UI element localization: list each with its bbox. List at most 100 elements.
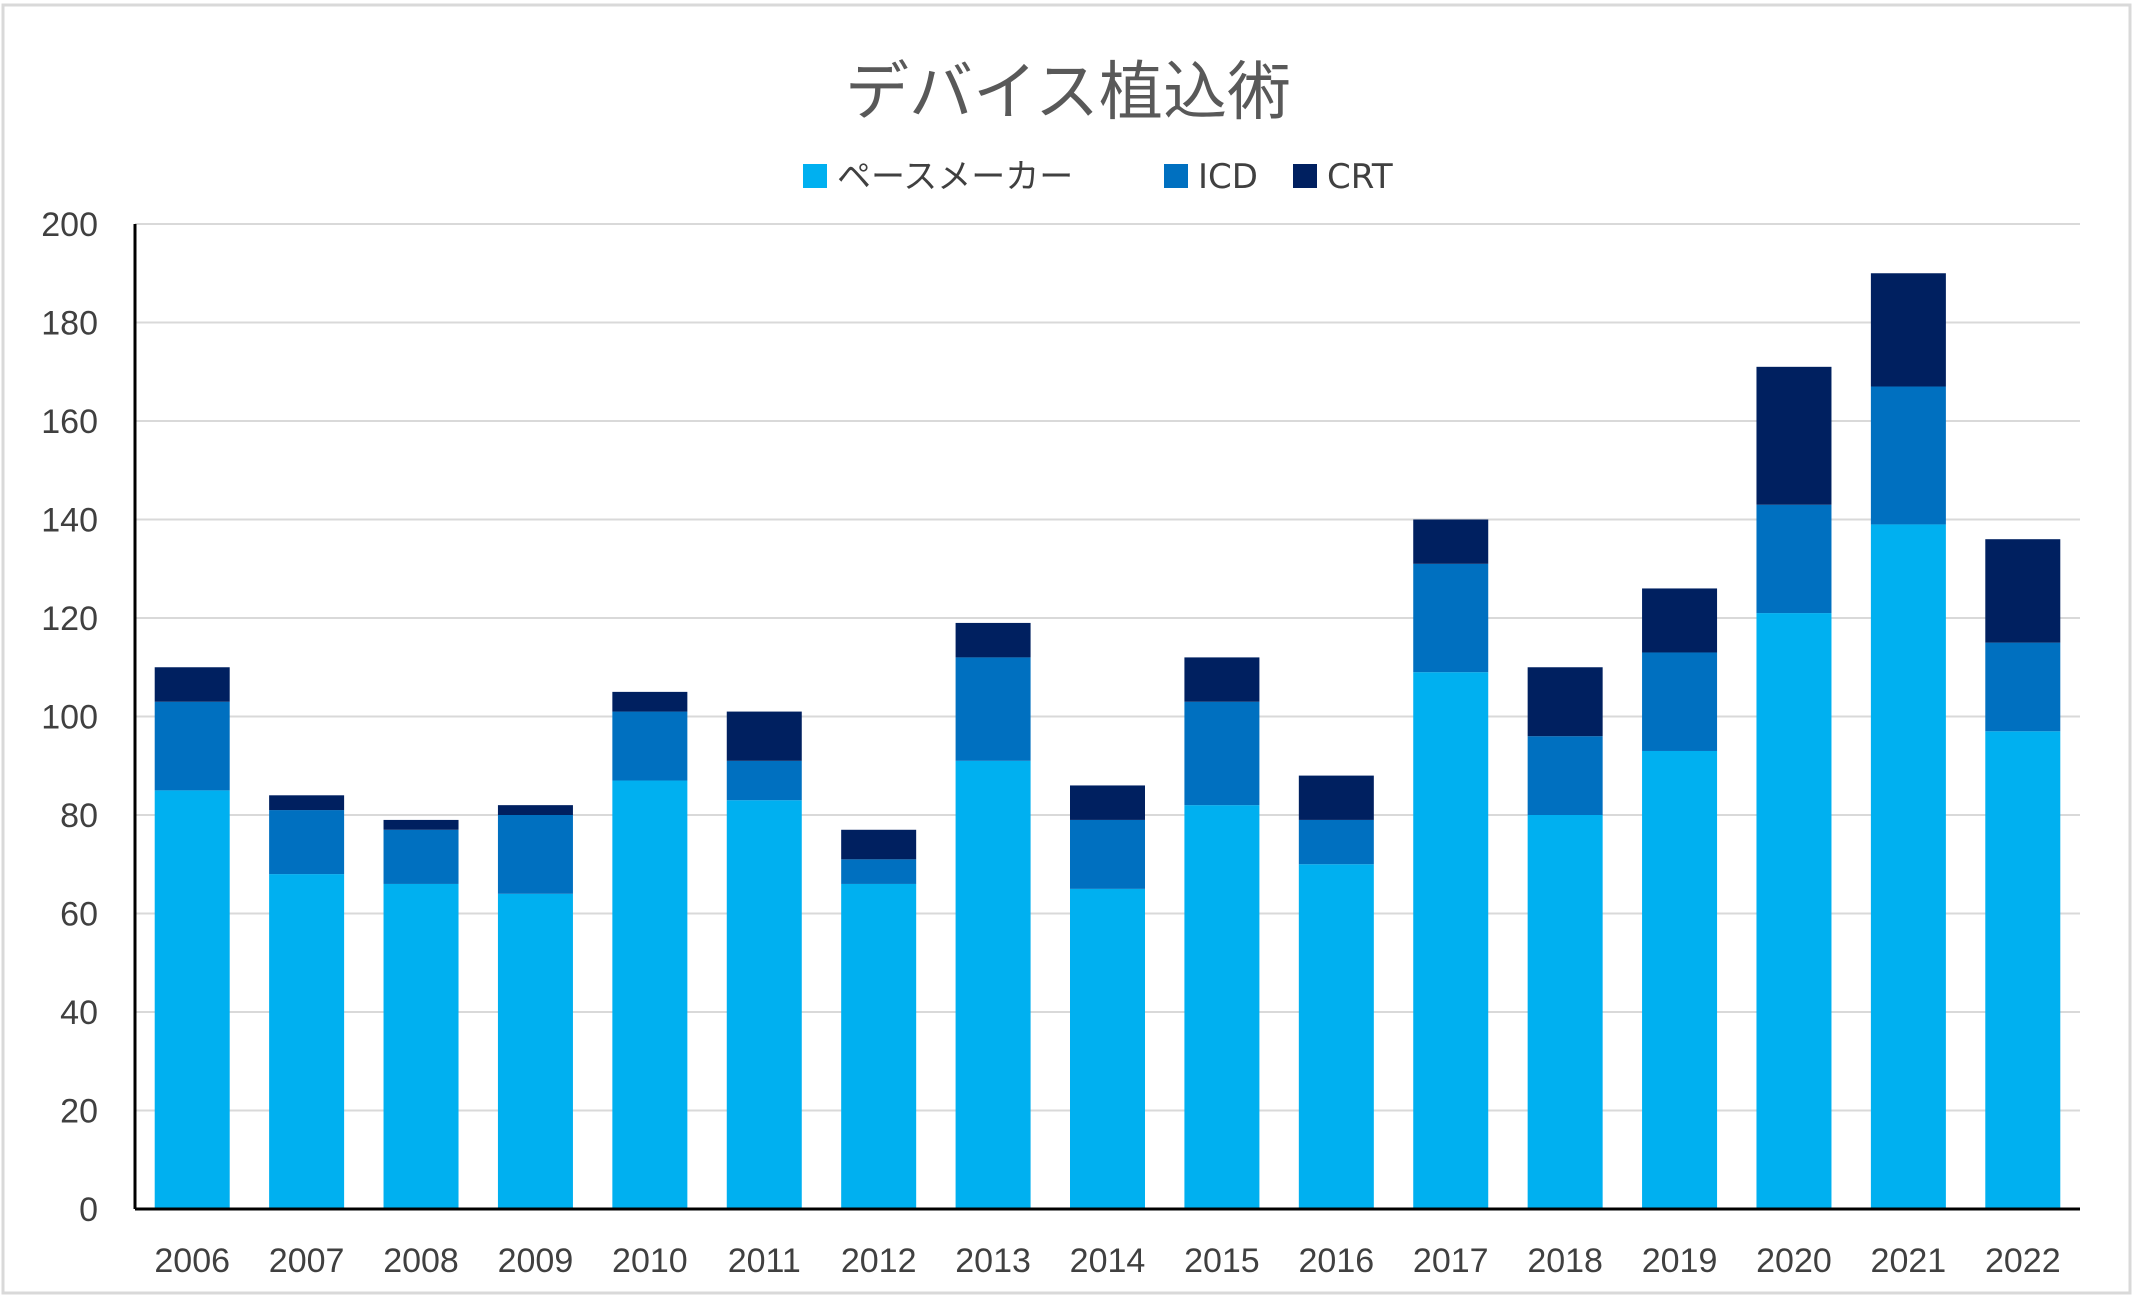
bar-2013-series-1 [955,657,1031,761]
bar-group-2022 [1985,539,2061,1209]
bar-2012-series-0 [841,883,917,1209]
bar-2016-series-1 [1298,819,1374,865]
bar-2012-series-1 [841,859,917,884]
x-tick-label: 2022 [1985,1242,2061,1280]
legend-swatch [803,164,827,188]
bar-2006-series-1 [154,701,230,791]
bars [154,273,2061,1209]
legend-item-2: CRT [1293,157,1393,197]
bar-2018-series-0 [1527,815,1603,1209]
bar-group-2021 [1870,273,1946,1209]
legend-swatch [1293,164,1317,188]
bar-2014-series-1 [1070,819,1145,889]
y-axis-tick-labels: 0 20 40 60 80 100 120 140 160 180 200 [41,206,98,1229]
bar-2009-series-1 [497,815,573,894]
y-tick-label: 100 [41,699,98,737]
y-tick-label: 40 [60,994,98,1032]
y-tick-label: 140 [41,502,98,540]
bar-group-2016 [1298,775,1374,1209]
bar-2015-series-2 [1184,657,1260,702]
bar-2012-series-2 [841,829,917,860]
bar-2021-series-0 [1870,524,1946,1209]
y-tick-label: 180 [41,305,98,343]
y-tick-label: 160 [41,403,98,441]
bar-group-2011 [726,711,802,1209]
bar-2006-series-0 [154,790,230,1209]
bar-2017-series-0 [1413,672,1489,1209]
bar-2017-series-1 [1413,563,1489,673]
bar-2011-series-0 [726,800,802,1209]
x-tick-label: 2013 [955,1242,1031,1280]
bar-2016-series-0 [1298,864,1374,1209]
bar-2011-series-1 [726,760,802,801]
y-tick-label: 80 [60,797,98,835]
legend-item-1: ICD [1164,157,1258,197]
legend-item-0: ペースメーカー [803,157,1073,197]
bar-2007-series-0 [269,874,345,1209]
bar-2009-series-2 [497,805,573,815]
y-tick-label: 0 [79,1191,98,1229]
bar-2006-series-2 [154,667,230,702]
bar-2015-series-1 [1184,701,1260,806]
bar-2022-series-2 [1985,539,2061,643]
bar-2018-series-2 [1527,667,1603,737]
bar-2016-series-2 [1298,775,1374,820]
bar-group-2009 [497,805,573,1209]
x-tick-label: 2014 [1070,1242,1146,1280]
bar-2020-series-1 [1756,504,1832,614]
bar-group-2008 [383,819,459,1209]
x-tick-label: 2007 [269,1242,345,1280]
chart-title: デバイス植込術 [845,56,1291,130]
x-tick-label: 2008 [383,1242,459,1280]
bar-group-2018 [1527,667,1603,1209]
bar-2007-series-2 [269,795,345,811]
y-tick-label: 200 [41,206,98,244]
bar-2020-series-2 [1756,366,1832,505]
bar-2019-series-2 [1642,588,1718,653]
x-tick-label: 2018 [1527,1242,1603,1280]
bar-2014-series-0 [1070,888,1145,1209]
x-tick-label: 2016 [1299,1242,1375,1280]
legend-label: ペースメーカー [837,157,1073,197]
bar-group-2010 [612,691,688,1209]
bar-2019-series-0 [1642,750,1718,1209]
x-tick-label: 2021 [1871,1242,1947,1280]
x-tick-label: 2009 [498,1242,574,1280]
bar-2021-series-1 [1870,386,1946,525]
bar-group-2013 [955,622,1031,1209]
bar-2010-series-2 [612,691,688,712]
bar-2014-series-2 [1070,785,1145,820]
bar-2008-series-1 [383,829,459,884]
bar-group-2015 [1184,657,1260,1209]
bar-2011-series-2 [726,711,802,761]
x-tick-label: 2011 [728,1242,801,1280]
bar-2018-series-1 [1527,736,1603,815]
bar-2013-series-0 [955,760,1031,1209]
bar-group-2012 [841,829,917,1209]
bar-2015-series-0 [1184,805,1260,1209]
bar-2008-series-2 [383,819,459,830]
bar-group-2014 [1070,785,1145,1209]
bar-group-2006 [154,667,230,1209]
bar-group-2017 [1413,519,1489,1209]
bar-2017-series-2 [1413,519,1489,564]
x-tick-label: 2006 [154,1242,230,1280]
bar-2022-series-1 [1985,642,2061,732]
legend-label: CRT [1327,157,1393,197]
bar-2010-series-1 [612,711,688,781]
bar-2019-series-1 [1642,652,1718,751]
axes [133,224,2080,1211]
bar-group-2019 [1642,588,1718,1209]
x-tick-label: 2017 [1413,1242,1489,1280]
bar-2010-series-0 [612,780,688,1209]
x-tick-label: 2012 [841,1242,917,1280]
bar-2022-series-0 [1985,731,2061,1209]
y-tick-label: 20 [60,1093,98,1131]
x-tick-label: 2020 [1756,1242,1832,1280]
bar-group-2020 [1756,366,1832,1209]
legend-label: ICD [1198,157,1258,197]
bar-2021-series-2 [1870,273,1946,387]
legend-swatch [1164,164,1188,188]
y-tick-label: 60 [60,896,98,934]
